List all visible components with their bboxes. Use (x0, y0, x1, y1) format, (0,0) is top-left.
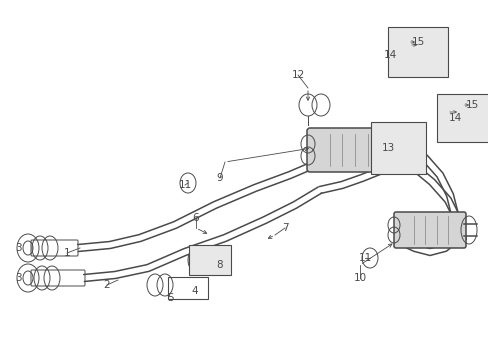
Text: 15: 15 (465, 100, 478, 110)
Text: 12: 12 (291, 70, 304, 80)
Text: 8: 8 (216, 260, 223, 270)
Text: 14: 14 (383, 50, 396, 60)
Text: 7: 7 (281, 223, 288, 233)
Text: 3: 3 (15, 243, 21, 253)
Text: 14: 14 (447, 113, 461, 123)
Bar (387, 27, 447, 77)
Text: 4: 4 (191, 286, 198, 296)
FancyBboxPatch shape (393, 212, 465, 248)
Bar (370, 122, 425, 174)
Text: 5: 5 (166, 293, 173, 303)
Text: 9: 9 (216, 173, 223, 183)
Text: 15: 15 (410, 37, 424, 47)
Text: 11: 11 (178, 180, 191, 190)
Text: 6: 6 (192, 213, 199, 223)
Text: 2: 2 (103, 280, 110, 290)
Text: 11: 11 (358, 253, 371, 263)
Text: 3: 3 (15, 273, 21, 283)
Ellipse shape (187, 247, 207, 273)
Text: 10: 10 (353, 273, 366, 283)
Bar (189, 245, 230, 275)
Bar (168, 277, 207, 299)
Text: 13: 13 (381, 143, 394, 153)
Bar (436, 94, 488, 142)
Text: 1: 1 (63, 248, 70, 258)
FancyBboxPatch shape (306, 128, 392, 172)
Ellipse shape (207, 247, 227, 273)
